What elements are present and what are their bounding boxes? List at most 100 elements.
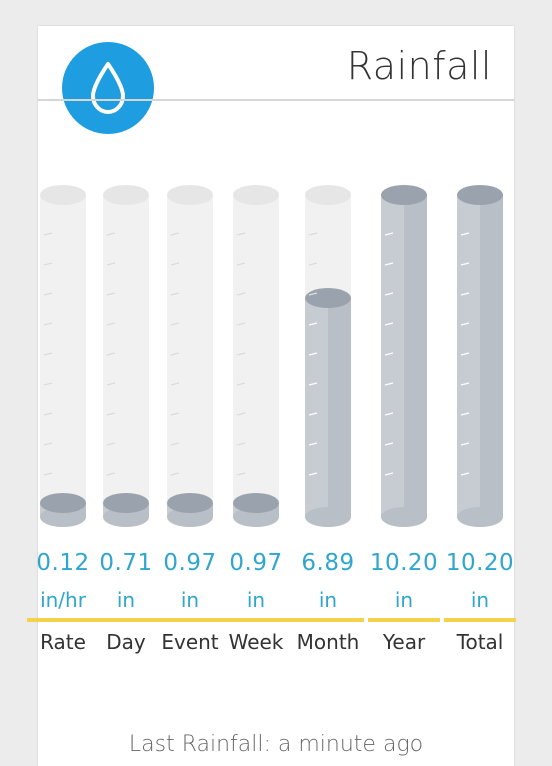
rate-underline bbox=[27, 618, 99, 622]
tube-tick bbox=[170, 442, 180, 446]
tube-fill-top bbox=[40, 493, 86, 513]
tube-top bbox=[305, 185, 351, 205]
tube-tick bbox=[43, 292, 53, 296]
tube-empty-body bbox=[103, 195, 149, 517]
rain-tube-month bbox=[305, 185, 351, 527]
rate-unit: in/hr bbox=[40, 588, 86, 612]
tube-fill-bottom bbox=[305, 507, 351, 527]
week-unit: in bbox=[246, 588, 266, 612]
tube-empty-body bbox=[167, 195, 213, 517]
tube-tick bbox=[170, 352, 180, 356]
tube-tick bbox=[384, 412, 394, 416]
raindrop-badge bbox=[62, 42, 154, 134]
tube-tick bbox=[43, 472, 53, 476]
tube-empty-body bbox=[233, 195, 279, 517]
event-label: Event bbox=[161, 630, 219, 654]
tube-tick bbox=[170, 322, 180, 326]
total-label: Total bbox=[456, 630, 504, 654]
tube-fill-top bbox=[233, 493, 279, 513]
tube-tick bbox=[308, 262, 318, 266]
tube-tick bbox=[308, 292, 318, 296]
rain-tube-event bbox=[167, 185, 213, 527]
tube-tick bbox=[236, 232, 246, 236]
tube-tick bbox=[43, 382, 53, 386]
tube-fill-bottom bbox=[40, 507, 86, 527]
week-label: Week bbox=[228, 630, 284, 654]
tube-fill-top bbox=[103, 493, 149, 513]
rain-tube-week bbox=[233, 185, 279, 527]
tube-tick bbox=[236, 412, 246, 416]
tube-tick bbox=[106, 472, 116, 476]
tube-tick bbox=[106, 412, 116, 416]
rate-label: Rate bbox=[40, 630, 86, 654]
tube-tick bbox=[170, 262, 180, 266]
tube-tick bbox=[43, 442, 53, 446]
total-value: 10.20 bbox=[445, 550, 515, 576]
last-rainfall-text: Last Rainfall: a minute ago bbox=[128, 732, 424, 757]
tube-fill-bottom bbox=[233, 507, 279, 527]
tube-tick bbox=[106, 262, 116, 266]
tube-top bbox=[233, 185, 279, 205]
day-label: Day bbox=[106, 630, 146, 654]
tube-tick bbox=[308, 412, 318, 416]
tube-tick bbox=[384, 382, 394, 386]
year-label: Year bbox=[382, 630, 426, 654]
tube-tick bbox=[460, 442, 470, 446]
event-unit: in bbox=[180, 588, 200, 612]
rain-tube-rate bbox=[40, 185, 86, 527]
tube-tick bbox=[308, 382, 318, 386]
tube-tick bbox=[106, 232, 116, 236]
tube-tick bbox=[460, 262, 470, 266]
month-unit: in bbox=[318, 588, 338, 612]
event-underline bbox=[154, 618, 226, 622]
tube-fill-shade bbox=[404, 195, 427, 517]
tube-tick bbox=[308, 352, 318, 356]
tube-fill-top bbox=[167, 493, 213, 513]
tube-fill-bottom bbox=[381, 507, 427, 527]
tube-tick bbox=[106, 352, 116, 356]
tube-fill-top bbox=[457, 185, 503, 205]
tube-tick bbox=[308, 442, 318, 446]
week-value: 0.97 bbox=[229, 550, 283, 576]
tube-tick bbox=[170, 292, 180, 296]
tube-tick bbox=[460, 322, 470, 326]
day-underline bbox=[90, 618, 162, 622]
tube-tick bbox=[308, 472, 318, 476]
header-divider bbox=[38, 99, 514, 101]
tube-fill-top bbox=[381, 185, 427, 205]
tube-tick bbox=[43, 352, 53, 356]
tube-tick bbox=[384, 352, 394, 356]
rate-value: 0.12 bbox=[36, 550, 90, 576]
tube-top bbox=[40, 185, 86, 205]
page-title: Rainfall bbox=[346, 44, 492, 88]
tube-tick bbox=[170, 232, 180, 236]
year-unit: in bbox=[394, 588, 414, 612]
tube-tick bbox=[170, 472, 180, 476]
month-value: 6.89 bbox=[301, 550, 355, 576]
rain-tube-total bbox=[457, 185, 503, 527]
month-underline bbox=[292, 618, 364, 622]
tube-tick bbox=[106, 292, 116, 296]
tube-tick bbox=[460, 412, 470, 416]
tube-fill-shade bbox=[480, 195, 503, 517]
tube-tick bbox=[43, 322, 53, 326]
tube-tick bbox=[384, 442, 394, 446]
tube-tick bbox=[384, 322, 394, 326]
tube-tick bbox=[236, 472, 246, 476]
tube-tick bbox=[43, 232, 53, 236]
tube-tick bbox=[460, 232, 470, 236]
tube-tick bbox=[384, 472, 394, 476]
tube-fill-top bbox=[305, 288, 351, 309]
tube-top bbox=[103, 185, 149, 205]
total-underline bbox=[444, 618, 516, 622]
tube-tick bbox=[106, 442, 116, 446]
tube-tick bbox=[43, 412, 53, 416]
tube-tick bbox=[308, 232, 318, 236]
tube-tick bbox=[170, 382, 180, 386]
tube-tick bbox=[384, 262, 394, 266]
tube-tick bbox=[236, 352, 246, 356]
tube-tick bbox=[236, 262, 246, 266]
tube-tick bbox=[460, 472, 470, 476]
month-label: Month bbox=[296, 630, 360, 654]
tube-tick bbox=[236, 292, 246, 296]
